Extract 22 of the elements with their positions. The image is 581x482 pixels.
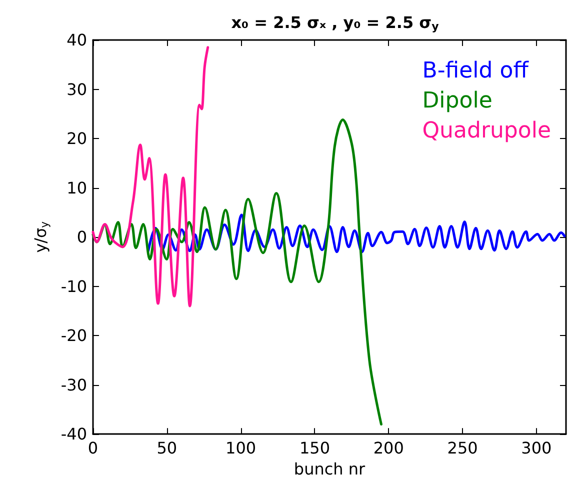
text: Quadrupole [422, 118, 552, 144]
text: Dipole [422, 88, 492, 114]
y-tick-label: -20 [60, 326, 87, 346]
y-tick-label: -30 [60, 375, 87, 394]
x-axis-title: bunch nr [294, 460, 366, 478]
y-tick-label: 0 [76, 228, 87, 247]
x-tick-label: 150 [299, 438, 330, 458]
x-tick-label: 50 [156, 438, 178, 458]
line-series [92, 46, 210, 308]
y-tick-label: 10 [66, 178, 87, 198]
y-tick-label: -10 [60, 276, 87, 296]
y-tick-label: 20 [66, 129, 87, 148]
line-series [92, 118, 382, 426]
y-axis-title: y/σy [30, 220, 51, 253]
y-tick-label: 30 [66, 80, 87, 99]
x-tick-label: 200 [373, 438, 404, 458]
x-tick-label: 300 [521, 438, 552, 458]
y-tick-label: -40 [60, 424, 87, 444]
text: B-field off [422, 58, 530, 84]
x-tick-label: 100 [226, 438, 256, 458]
x-tick-label: 250 [447, 438, 478, 458]
y-tick-label: 40 [66, 30, 87, 50]
